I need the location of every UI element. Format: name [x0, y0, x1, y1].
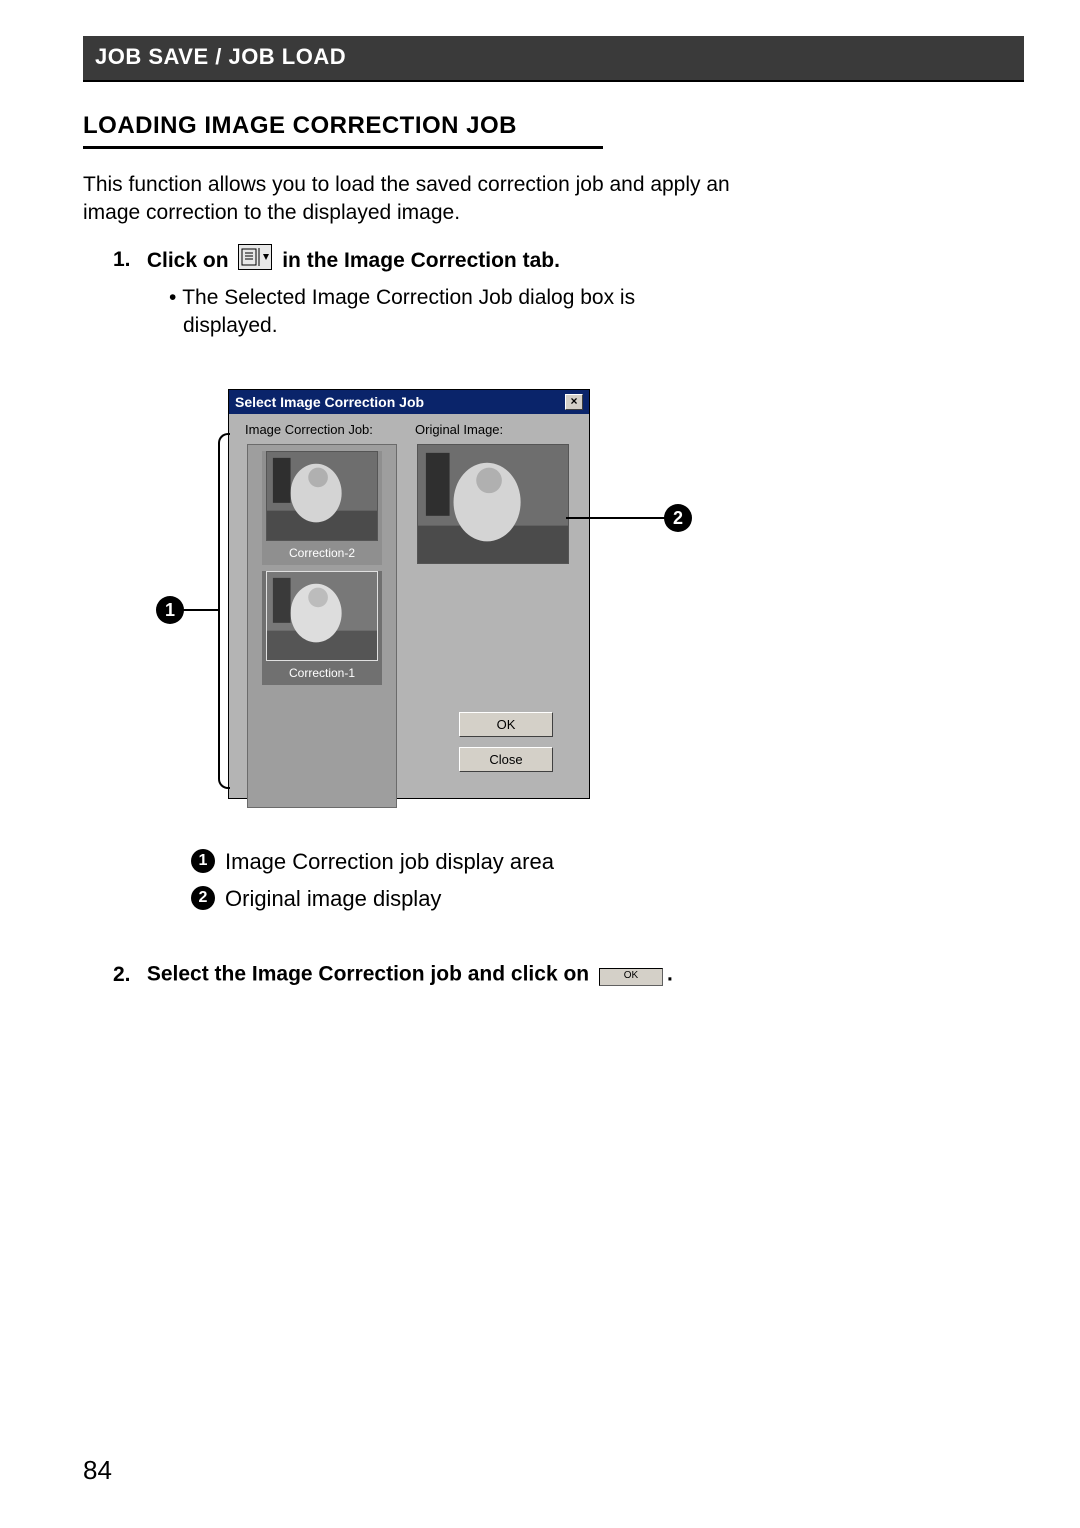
callout-1-lead [182, 609, 218, 611]
select-correction-dialog: Select Image Correction Job × Image Corr… [228, 389, 590, 799]
legend-badge-2: 2 [191, 886, 215, 910]
ok-button[interactable]: OK [459, 712, 553, 737]
header-bar: JOB SAVE / JOB LOAD [83, 36, 1024, 80]
step-1-pre: Click on [147, 248, 229, 271]
correction-thumb-2[interactable]: Correction-1 [262, 571, 382, 685]
close-icon[interactable]: × [565, 394, 583, 410]
intro-paragraph: This function allows you to load the sav… [83, 171, 763, 228]
label-original-image: Original Image: [415, 422, 503, 437]
step-2-period: . [667, 963, 673, 986]
dialog-column-labels: Image Correction Job: Original Image: [245, 422, 573, 437]
callout-2-lead [566, 517, 666, 519]
step-1-number: 1. [113, 245, 141, 274]
step-2-number: 2. [113, 963, 141, 987]
thumb-image-icon [266, 571, 378, 661]
step-2-pre: Select the Image Correction job and clic… [147, 963, 589, 986]
legend-text-2: Original image display [225, 884, 441, 914]
dialog-title-text: Select Image Correction Job [235, 394, 424, 410]
legend-item-2: 2 Original image display [191, 884, 571, 914]
section-underline [83, 146, 603, 149]
thumb-image-icon [266, 451, 378, 541]
step-2: 2. Select the Image Correction job and c… [83, 962, 1024, 988]
step-1: 1. Click on in the Image Correction tab.… [83, 244, 1024, 341]
thumb-caption-2: Correction-1 [262, 663, 382, 685]
section-title-text: LOADING IMAGE CORRECTION JOB [83, 112, 517, 139]
load-job-icon [238, 244, 272, 278]
page-number: 84 [83, 1455, 112, 1486]
header-title: JOB SAVE / JOB LOAD [95, 44, 346, 69]
ok-button-inline-icon: OK [599, 962, 663, 988]
original-image-panel [417, 444, 569, 564]
legend-item-1: 1 Image Correction job display area [191, 847, 571, 877]
figure-legend: 1 Image Correction job display area 2 Or… [191, 847, 571, 914]
section-title: LOADING IMAGE CORRECTION JOB [83, 112, 1024, 140]
dialog-titlebar: Select Image Correction Job × [229, 390, 589, 414]
close-button[interactable]: Close [459, 747, 553, 772]
step-1-bullet: • The Selected Image Correction Job dial… [169, 284, 729, 341]
legend-text-1: Image Correction job display area [225, 847, 554, 877]
header-rule [83, 80, 1024, 82]
thumb-caption-1: Correction-2 [262, 543, 382, 565]
legend-badge-1: 1 [191, 849, 215, 873]
callout-1-bracket [218, 433, 230, 789]
original-image-thumb [417, 444, 569, 564]
callout-badge-2: 2 [664, 504, 692, 532]
correction-thumb-1[interactable]: Correction-2 [262, 451, 382, 565]
inline-ok-label: OK [599, 968, 663, 986]
label-image-correction-job: Image Correction Job: [245, 422, 415, 437]
step-1-post: in the Image Correction tab. [282, 248, 560, 271]
callout-badge-1: 1 [156, 596, 184, 624]
step-1-bullet-text: The Selected Image Correction Job dialog… [182, 286, 635, 337]
correction-job-list[interactable]: Correction-2 Correction-1 [247, 444, 397, 808]
dialog-figure: Select Image Correction Job × Image Corr… [168, 389, 708, 809]
